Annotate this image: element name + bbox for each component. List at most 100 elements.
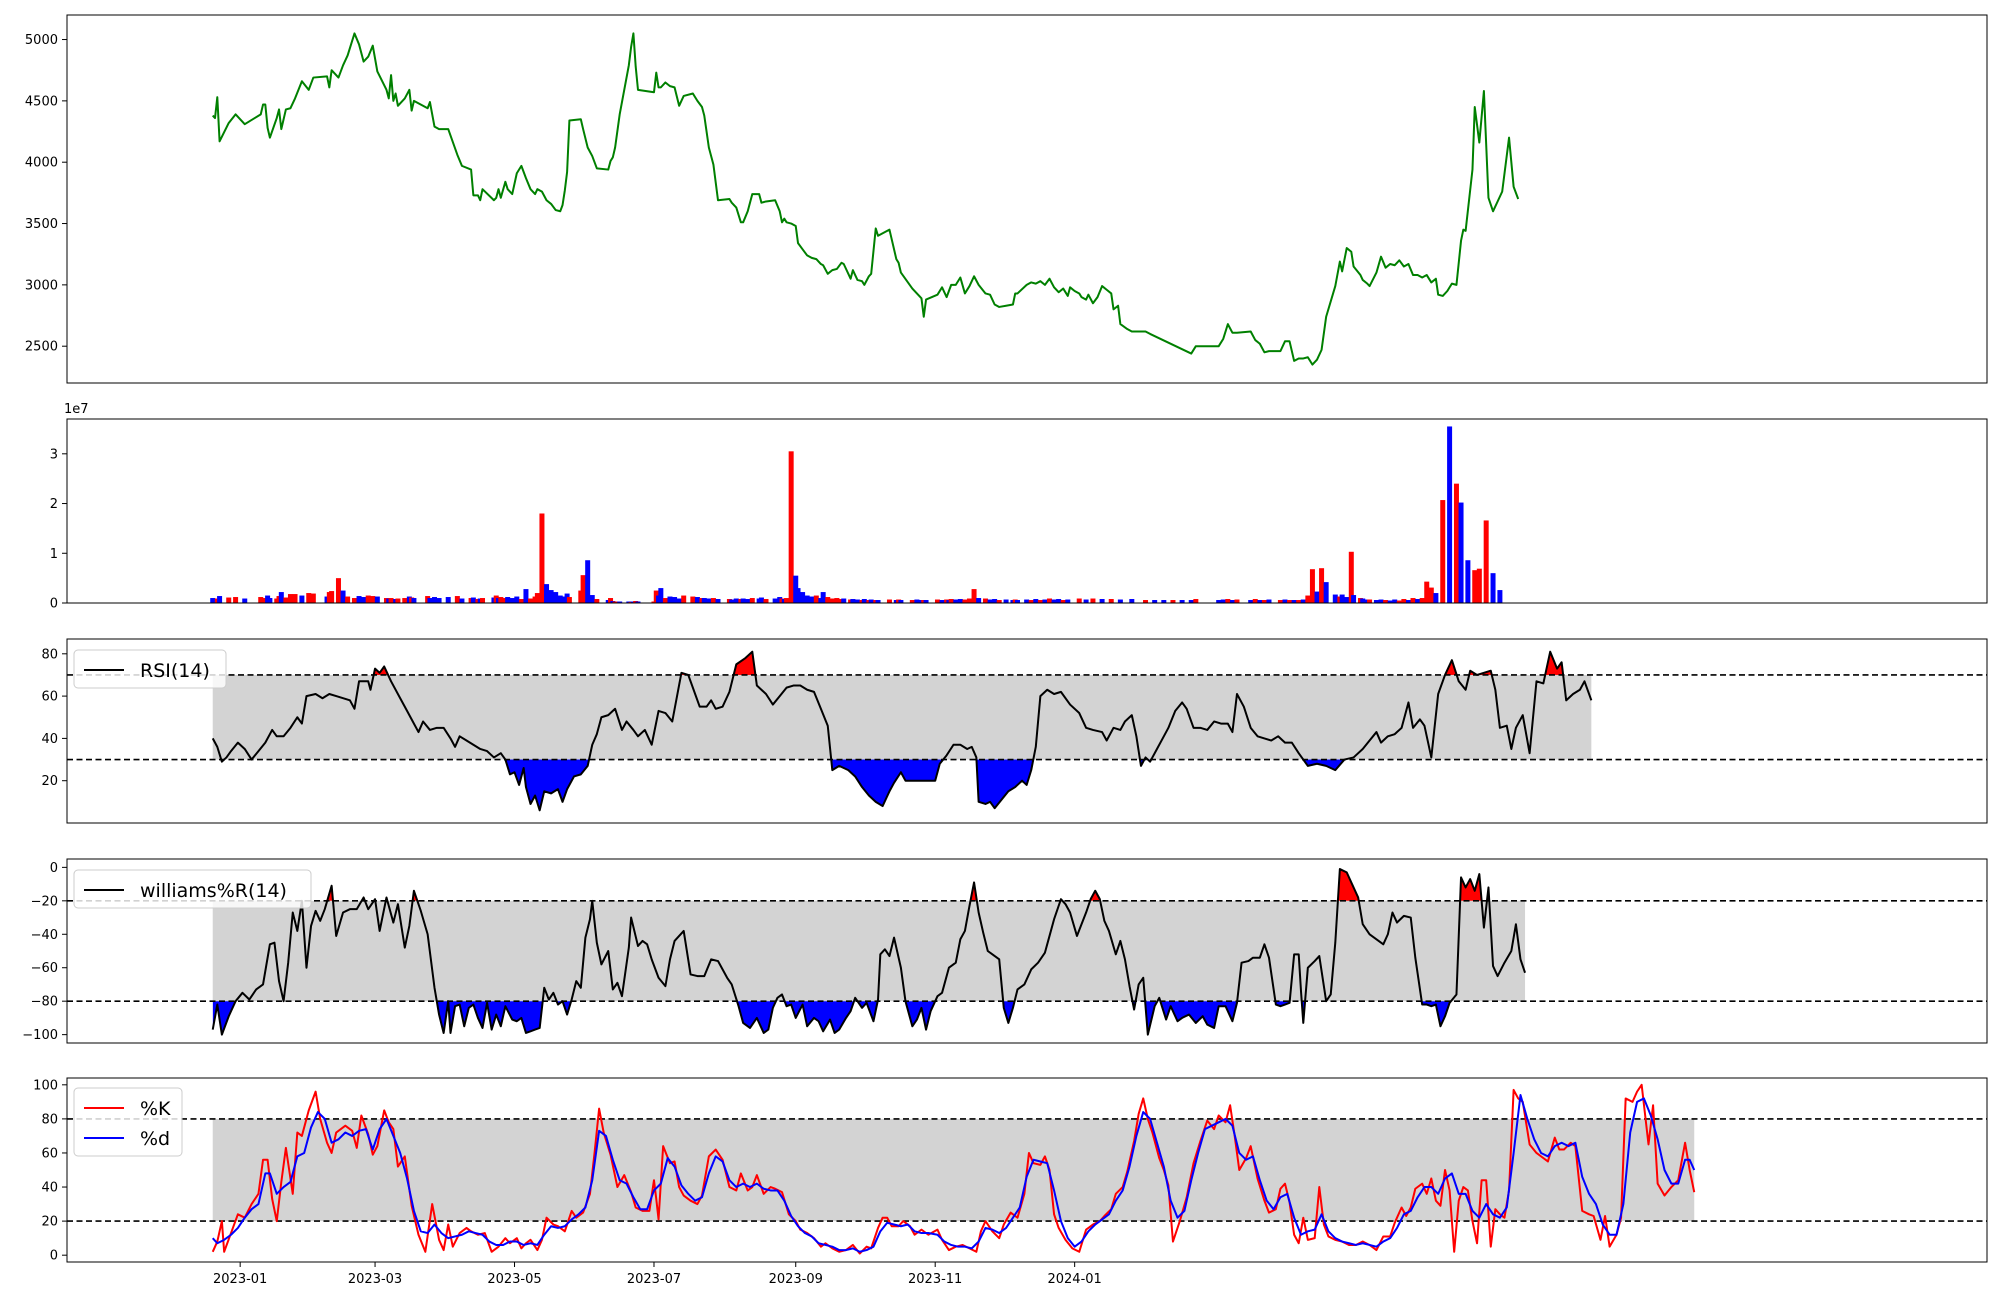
volume-bar <box>982 598 988 603</box>
volume-bar <box>886 599 892 603</box>
volume-bar <box>267 598 273 603</box>
volume-bar <box>1065 599 1071 603</box>
volume-bar <box>1117 599 1123 603</box>
volume-bar <box>1319 568 1325 603</box>
volume-bar <box>1305 595 1311 603</box>
volume-bar <box>1348 551 1354 603</box>
volume-bar <box>1047 598 1053 603</box>
volume-bar <box>454 596 460 603</box>
volume-bar <box>361 597 367 603</box>
volume-bar <box>987 599 993 603</box>
volume-bar <box>1188 600 1194 603</box>
stochastic-y-tick-label: 100 <box>33 1078 58 1093</box>
volume-bar <box>953 599 959 603</box>
volume-bar <box>1367 599 1373 603</box>
volume-bar <box>1490 573 1496 603</box>
williams-oversold-fill <box>212 1001 1451 1035</box>
volume-bar <box>1424 581 1430 603</box>
volume-bar <box>548 590 554 603</box>
volume-bar <box>523 589 529 603</box>
volume-bar <box>411 598 417 603</box>
williams-y-tick-label: −20 <box>31 894 58 909</box>
volume-bar <box>1410 598 1416 603</box>
volume-bar <box>1447 426 1453 603</box>
volume-bar <box>992 599 998 603</box>
price-y-tick-label: 2500 <box>25 340 58 355</box>
stochastic-y-tick-label: 80 <box>41 1112 58 1127</box>
volume-bar <box>706 598 712 603</box>
volume-bar <box>690 596 696 603</box>
volume-bar <box>287 594 293 603</box>
volume-bar <box>1458 502 1464 603</box>
volume-bar <box>1015 600 1020 603</box>
volume-bar <box>813 595 819 603</box>
volume-bar <box>934 599 940 603</box>
volume-bar <box>1373 600 1379 603</box>
volume-bar <box>1497 590 1503 603</box>
volume-bar <box>749 598 755 603</box>
volume-bar <box>528 598 534 603</box>
volume-bar <box>534 593 540 603</box>
williams-neutral-band <box>212 900 1526 1002</box>
volume-bar <box>432 597 437 603</box>
volume-bar <box>681 595 687 603</box>
volume-bar <box>788 451 794 603</box>
volume-bar <box>1483 520 1489 603</box>
volume-bar <box>292 594 298 603</box>
price-y-tick-label: 4000 <box>25 156 58 171</box>
volume-bar <box>809 596 815 603</box>
volume-bar <box>1252 599 1258 603</box>
x-tick-label: 2023-05 <box>487 1272 541 1287</box>
volume-bar <box>909 600 915 603</box>
volume-bar <box>1108 599 1114 603</box>
volume-bar <box>335 578 341 603</box>
volume-bar <box>1037 600 1043 603</box>
volume-bar <box>544 584 550 603</box>
volume-y-tick-label: 2 <box>50 497 58 512</box>
volume-bar <box>1266 599 1272 603</box>
volume-bar <box>1387 600 1393 603</box>
rsi-y-tick-label: 40 <box>41 732 58 747</box>
volume-bar <box>612 601 618 603</box>
volume-bar <box>445 597 451 603</box>
volume-bar <box>233 597 239 603</box>
volume-bar <box>758 597 764 603</box>
volume-bar <box>1193 599 1199 603</box>
volume-bar <box>1405 600 1411 603</box>
volume-bar <box>1396 600 1402 603</box>
volume-bar <box>800 592 806 603</box>
williams-line <box>211 868 1526 1036</box>
stochastic-neutral-band <box>212 1118 1695 1222</box>
volume-bar <box>701 598 707 603</box>
volume-bar <box>1428 587 1434 603</box>
volume-bar <box>841 598 847 603</box>
volume-bar <box>667 596 673 603</box>
stochastic-y-tick-label: 20 <box>41 1215 58 1230</box>
volume-bar <box>514 596 520 603</box>
rsi-axes-frame <box>66 638 1988 824</box>
volume-bar <box>365 595 371 603</box>
legend-label: %d <box>140 1128 170 1150</box>
volume-y-tick-label: 0 <box>50 597 58 612</box>
volume-bar <box>948 599 954 603</box>
volume-bar <box>1383 600 1389 603</box>
volume-bar <box>658 588 664 603</box>
volume-bar <box>1465 560 1471 603</box>
x-tick-label: 2023-01 <box>213 1272 267 1287</box>
volume-bar <box>1225 599 1231 603</box>
williams-y-tick-label: −40 <box>31 928 58 943</box>
volume-bar <box>861 599 867 603</box>
volume-bar <box>971 589 977 603</box>
volume-bar <box>996 600 1002 603</box>
volume-bar <box>1277 600 1283 603</box>
volume-bar <box>957 599 963 603</box>
volume-bar <box>1476 568 1482 603</box>
volume-bar <box>608 598 614 603</box>
volume-bar <box>1042 599 1048 603</box>
price-y-tick-label: 5000 <box>25 33 58 48</box>
volume-bar <box>635 601 641 603</box>
stochastic-d-line <box>211 1094 1696 1253</box>
volume-bar <box>939 600 945 603</box>
stochastic-y-tick-label: 60 <box>41 1146 58 1161</box>
